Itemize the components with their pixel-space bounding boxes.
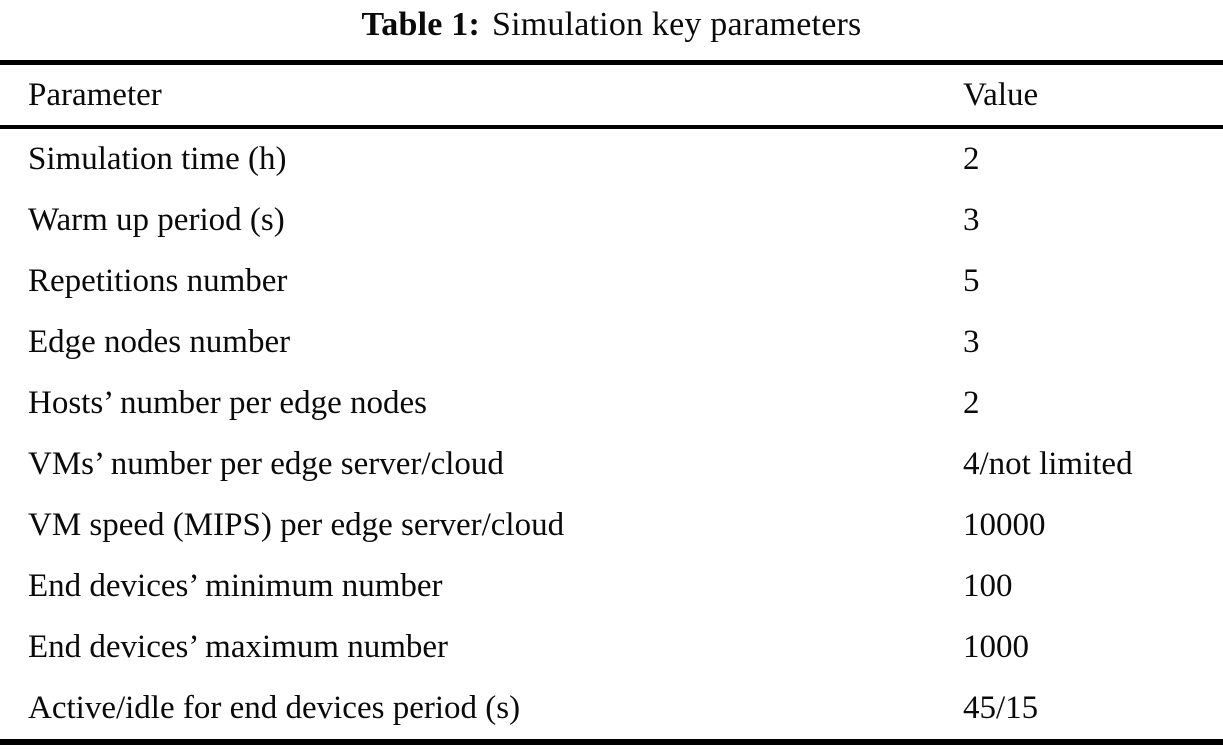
value-cell: 3	[963, 202, 980, 238]
value-cell: 3	[963, 324, 980, 360]
parameter-cell: Simulation time (h)	[28, 141, 287, 177]
table-caption: Table 1: Simulation key parameters	[0, 6, 1223, 44]
parameter-cell: VM speed (MIPS) per edge server/cloud	[28, 507, 565, 543]
table-caption-text: Simulation key parameters	[491, 6, 862, 43]
header-value: Value	[963, 76, 1039, 113]
table-row: Simulation time (h) 2	[0, 129, 1223, 190]
table-row: End devices’ minimum number 100	[0, 556, 1223, 617]
table-row: VMs’ number per edge server/cloud 4/not …	[0, 434, 1223, 495]
table-header-row: Parameter Value	[0, 65, 1223, 129]
value-cell: 1000	[963, 629, 1029, 665]
parameter-cell: Warm up period (s)	[28, 202, 285, 238]
value-cell: 5	[963, 263, 980, 299]
table-row: End devices’ maximum number 1000	[0, 617, 1223, 678]
table-row: Hosts’ number per edge nodes 2	[0, 373, 1223, 434]
table-row: Active/idle for end devices period (s) 4…	[0, 678, 1223, 739]
value-cell: 45/15	[963, 690, 1039, 726]
value-cell: 2	[963, 385, 980, 421]
value-cell: 2	[963, 141, 980, 177]
table-row: VM speed (MIPS) per edge server/cloud 10…	[0, 495, 1223, 556]
parameter-cell: End devices’ minimum number	[28, 568, 443, 604]
value-cell: 10000	[963, 507, 1046, 543]
parameters-table: Parameter Value Simulation time (h) 2 Wa…	[0, 60, 1223, 745]
parameter-cell: Repetitions number	[28, 263, 288, 299]
parameter-cell: Hosts’ number per edge nodes	[28, 385, 427, 421]
parameter-cell: Edge nodes number	[28, 324, 291, 360]
value-cell: 4/not limited	[963, 446, 1133, 482]
table-caption-label: Table 1:	[361, 6, 480, 43]
table-row: Repetitions number 5	[0, 251, 1223, 312]
parameter-cell: Active/idle for end devices period (s)	[28, 690, 521, 726]
value-cell: 100	[963, 568, 1013, 604]
parameter-cell: End devices’ maximum number	[28, 629, 449, 665]
parameter-cell: VMs’ number per edge server/cloud	[28, 446, 504, 482]
table-row: Edge nodes number 3	[0, 312, 1223, 373]
table-row: Warm up period (s) 3	[0, 190, 1223, 251]
header-parameter: Parameter	[28, 76, 162, 113]
